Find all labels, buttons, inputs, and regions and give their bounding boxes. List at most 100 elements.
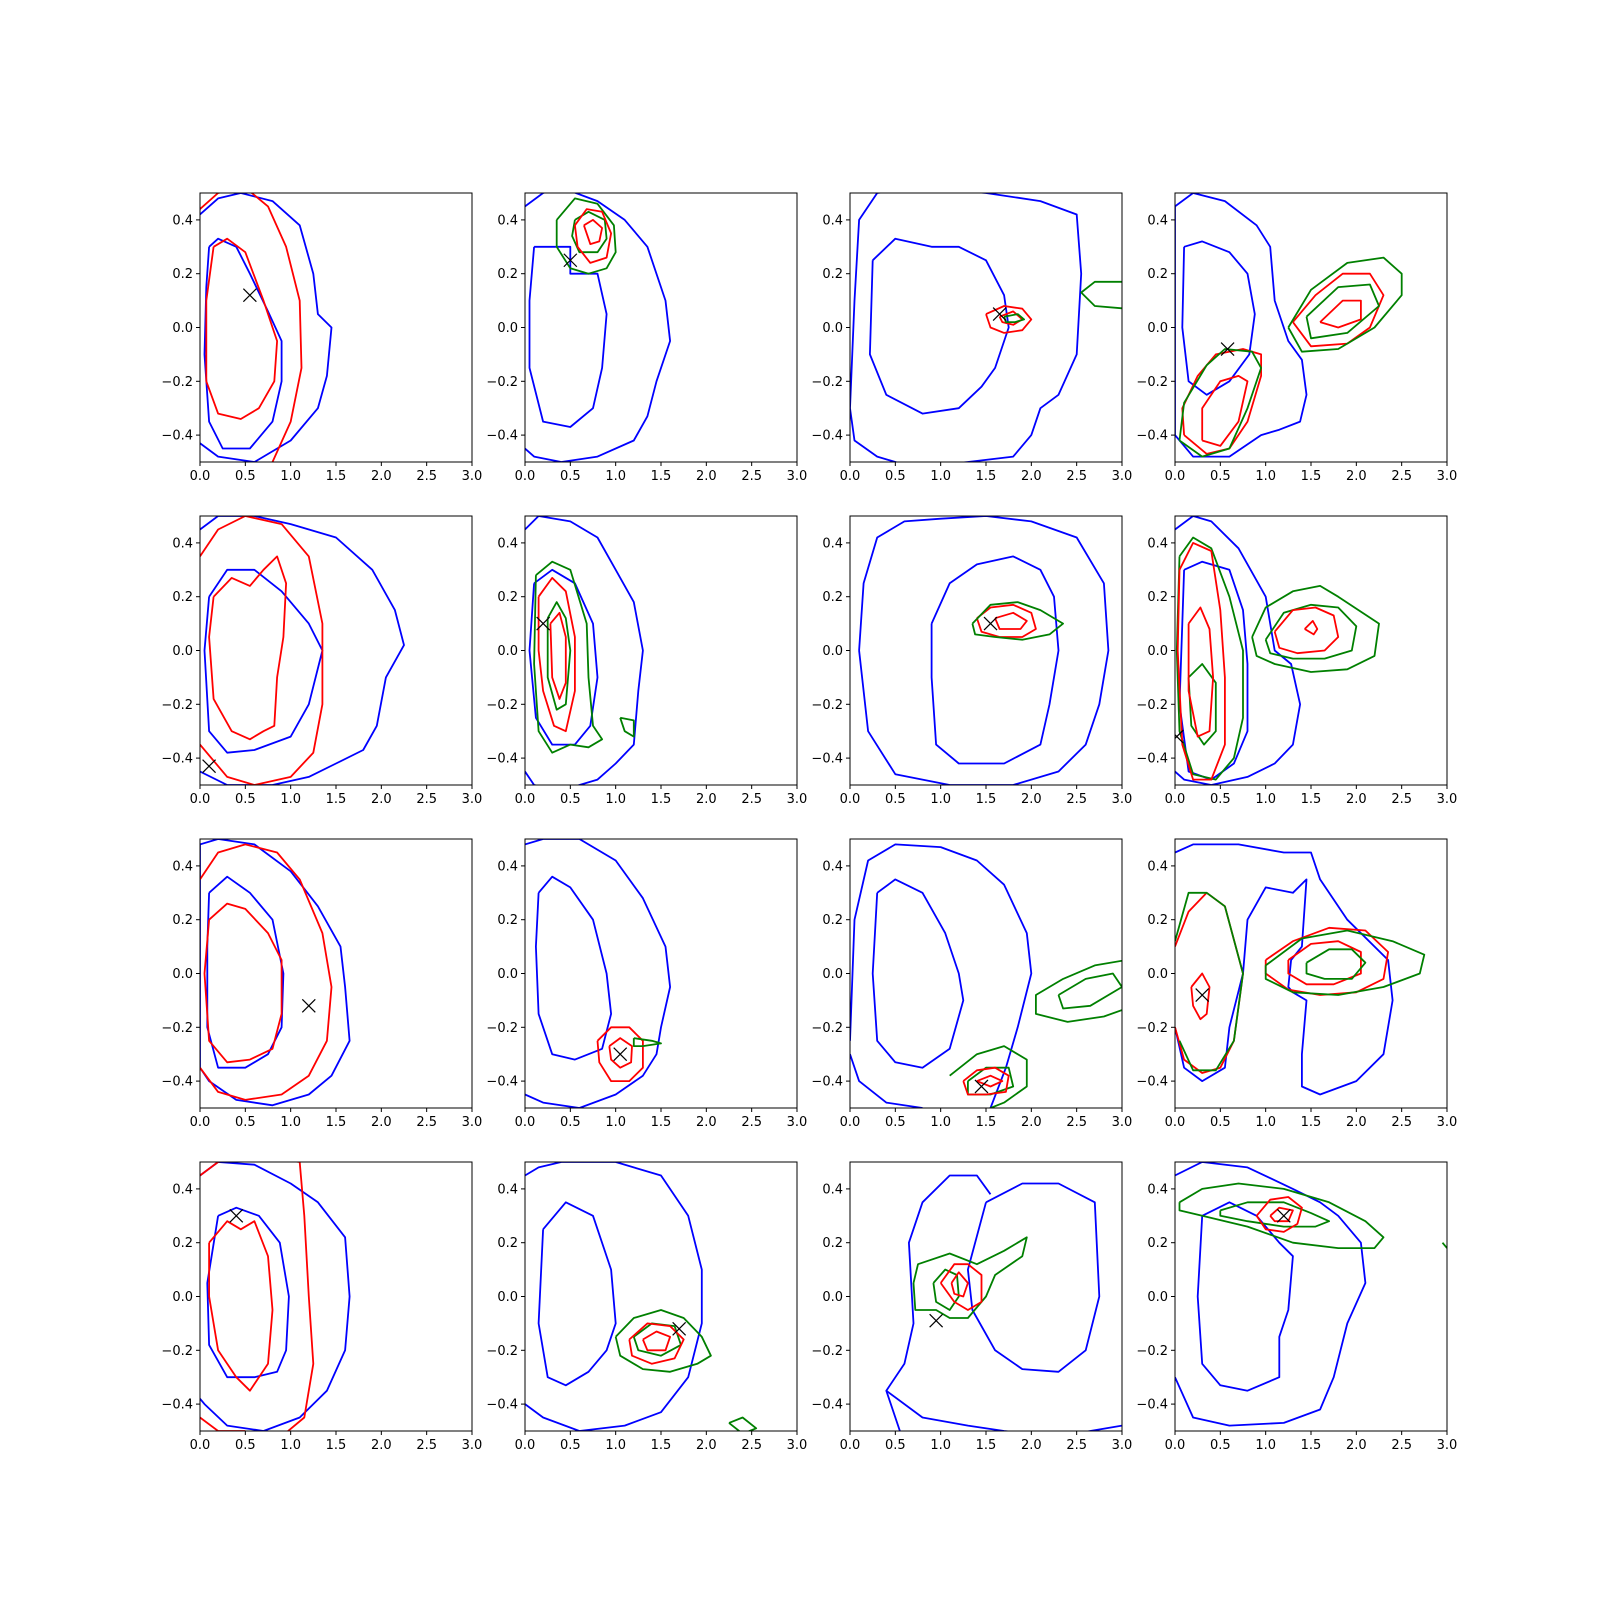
x-tick-label: 1.5 [651,792,672,807]
red-contour-9 [1273,606,1340,655]
x-tick-label: 1.5 [651,469,672,484]
x-tick-label: 3.0 [462,1438,483,1453]
x-tick-label: 3.0 [1437,1438,1458,1453]
x-tick-label: 0.5 [235,469,256,484]
green-contour-5 [632,1037,662,1047]
red-contour-7 [1319,299,1362,329]
y-tick-label: −0.2 [1136,698,1168,713]
x-tick-label: 1.0 [280,792,301,807]
x-tick-label: 2.5 [741,1115,762,1130]
x-tick-label: 3.0 [1112,1438,1133,1453]
green-contour-5 [971,601,1064,641]
red-contour-3 [976,603,1037,638]
x-tick-label: 1.5 [976,792,997,807]
x-tick-label: 1.0 [930,1115,951,1130]
subplot-3-3: 0.0 0.5 1.0 1.5 2.0 2.5 3.0 −0.4 −0.2 0.0 0.2 0.4 [811,838,1132,1130]
x-tick-label: 2.5 [1391,1115,1412,1130]
blue-contour-2 [206,1206,290,1379]
red-contour-3 [985,305,1033,334]
green-contour-3 [1175,536,1244,781]
y-tick-label: −0.2 [161,698,193,713]
x-tick-label: 1.0 [1255,1438,1276,1453]
red-contour-3 [200,516,324,785]
y-tick-label: 0.2 [172,590,193,605]
red-contour-5 [200,1416,246,1431]
x-tick-label: 2.5 [416,792,437,807]
y-tick-label: −0.2 [161,375,193,390]
contour-group [885,1174,1122,1431]
x-tick-label: 0.5 [235,1115,256,1130]
x-tick-label: 0.0 [515,469,536,484]
x-tick-label: 2.0 [696,469,717,484]
y-tick-label: 0.0 [822,1290,843,1305]
y-tick-label: 0.2 [172,267,193,282]
y-tick-label: 0.4 [1147,213,1168,228]
y-tick-label: −0.4 [1136,1075,1168,1090]
red-contour-5 [628,1322,685,1365]
x-tick-label: 0.5 [560,1115,581,1130]
blue-contour-1 [525,516,644,785]
green-contour-8 [1287,256,1403,353]
contour-group [525,1162,758,1431]
x-tick-label: 2.0 [1346,469,1367,484]
y-tick-label: 0.4 [822,1182,843,1197]
y-tick-label: −0.2 [486,1344,518,1359]
contour-group [200,1162,351,1431]
x-tick-label: 0.0 [1165,1115,1186,1130]
red-contour-5 [1255,1196,1303,1233]
blue-contour-1 [200,193,333,462]
x-tick-label: 2.5 [1066,792,1087,807]
x-marker [202,759,216,774]
x-tick-label: 1.0 [605,469,626,484]
subplot-2-2: 0.0 0.5 1.0 1.5 2.0 2.5 3.0 −0.4 −0.2 0.0 0.2 0.4 [486,515,808,807]
x-tick-label: 0.0 [840,1115,861,1130]
green-contour-4 [1219,1201,1330,1228]
contour-group [200,839,351,1107]
blue-contour-1 [525,1162,703,1431]
blue-contour-1 [200,1162,351,1431]
contour-group [1175,516,1380,785]
x-tick-label: 1.5 [326,1115,347,1130]
x-tick-label: 3.0 [787,792,808,807]
red-contour-4 [205,237,279,420]
y-tick-label: 0.4 [497,1182,518,1197]
x-tick-label: 1.5 [1301,1438,1322,1453]
x-marker [301,998,316,1013]
y-tick-label: 0.4 [1147,1182,1168,1197]
y-tick-label: −0.4 [811,1398,843,1413]
x-tick-label: 0.5 [1210,1438,1231,1453]
green-contour-7 [1251,585,1380,673]
x-marker [242,288,257,303]
red-contour-3 [200,193,303,462]
x-tick-label: 2.0 [1021,1438,1042,1453]
y-tick-label: 0.4 [497,213,518,228]
x-tick-label: 3.0 [787,1438,808,1453]
y-tick-label: −0.2 [486,1021,518,1036]
x-tick-label: 2.5 [1391,792,1412,807]
y-tick-label: −0.4 [486,1075,518,1090]
red-contour-3 [200,843,333,1101]
blue-contour-1 [525,193,671,462]
x-tick-label: 1.0 [280,1438,301,1453]
green-contour-8 [1305,948,1367,980]
contour-group [200,516,405,785]
green-contour-5 [1178,348,1262,458]
y-tick-label: −0.2 [811,698,843,713]
contour-group [850,843,1122,1108]
green-contour-7 [728,1416,758,1431]
subplot-3-4: 0.0 0.5 1.0 1.5 2.0 2.5 3.0 −0.4 −0.2 0.0 0.2 0.4 [1136,838,1457,1130]
contour-group [1175,843,1426,1096]
red-contour-4 [208,555,288,741]
y-tick-label: 0.0 [822,644,843,659]
x-marker [613,1047,628,1062]
y-tick-label: −0.2 [486,375,518,390]
x-tick-label: 0.5 [885,1115,906,1130]
x-marker [992,307,1007,321]
y-tick-label: 0.2 [497,267,518,282]
green-contour-5 [1057,972,1122,1010]
y-tick-label: −0.2 [811,375,843,390]
y-tick-label: 0.4 [1147,859,1168,874]
x-tick-label: 2.0 [696,1115,717,1130]
